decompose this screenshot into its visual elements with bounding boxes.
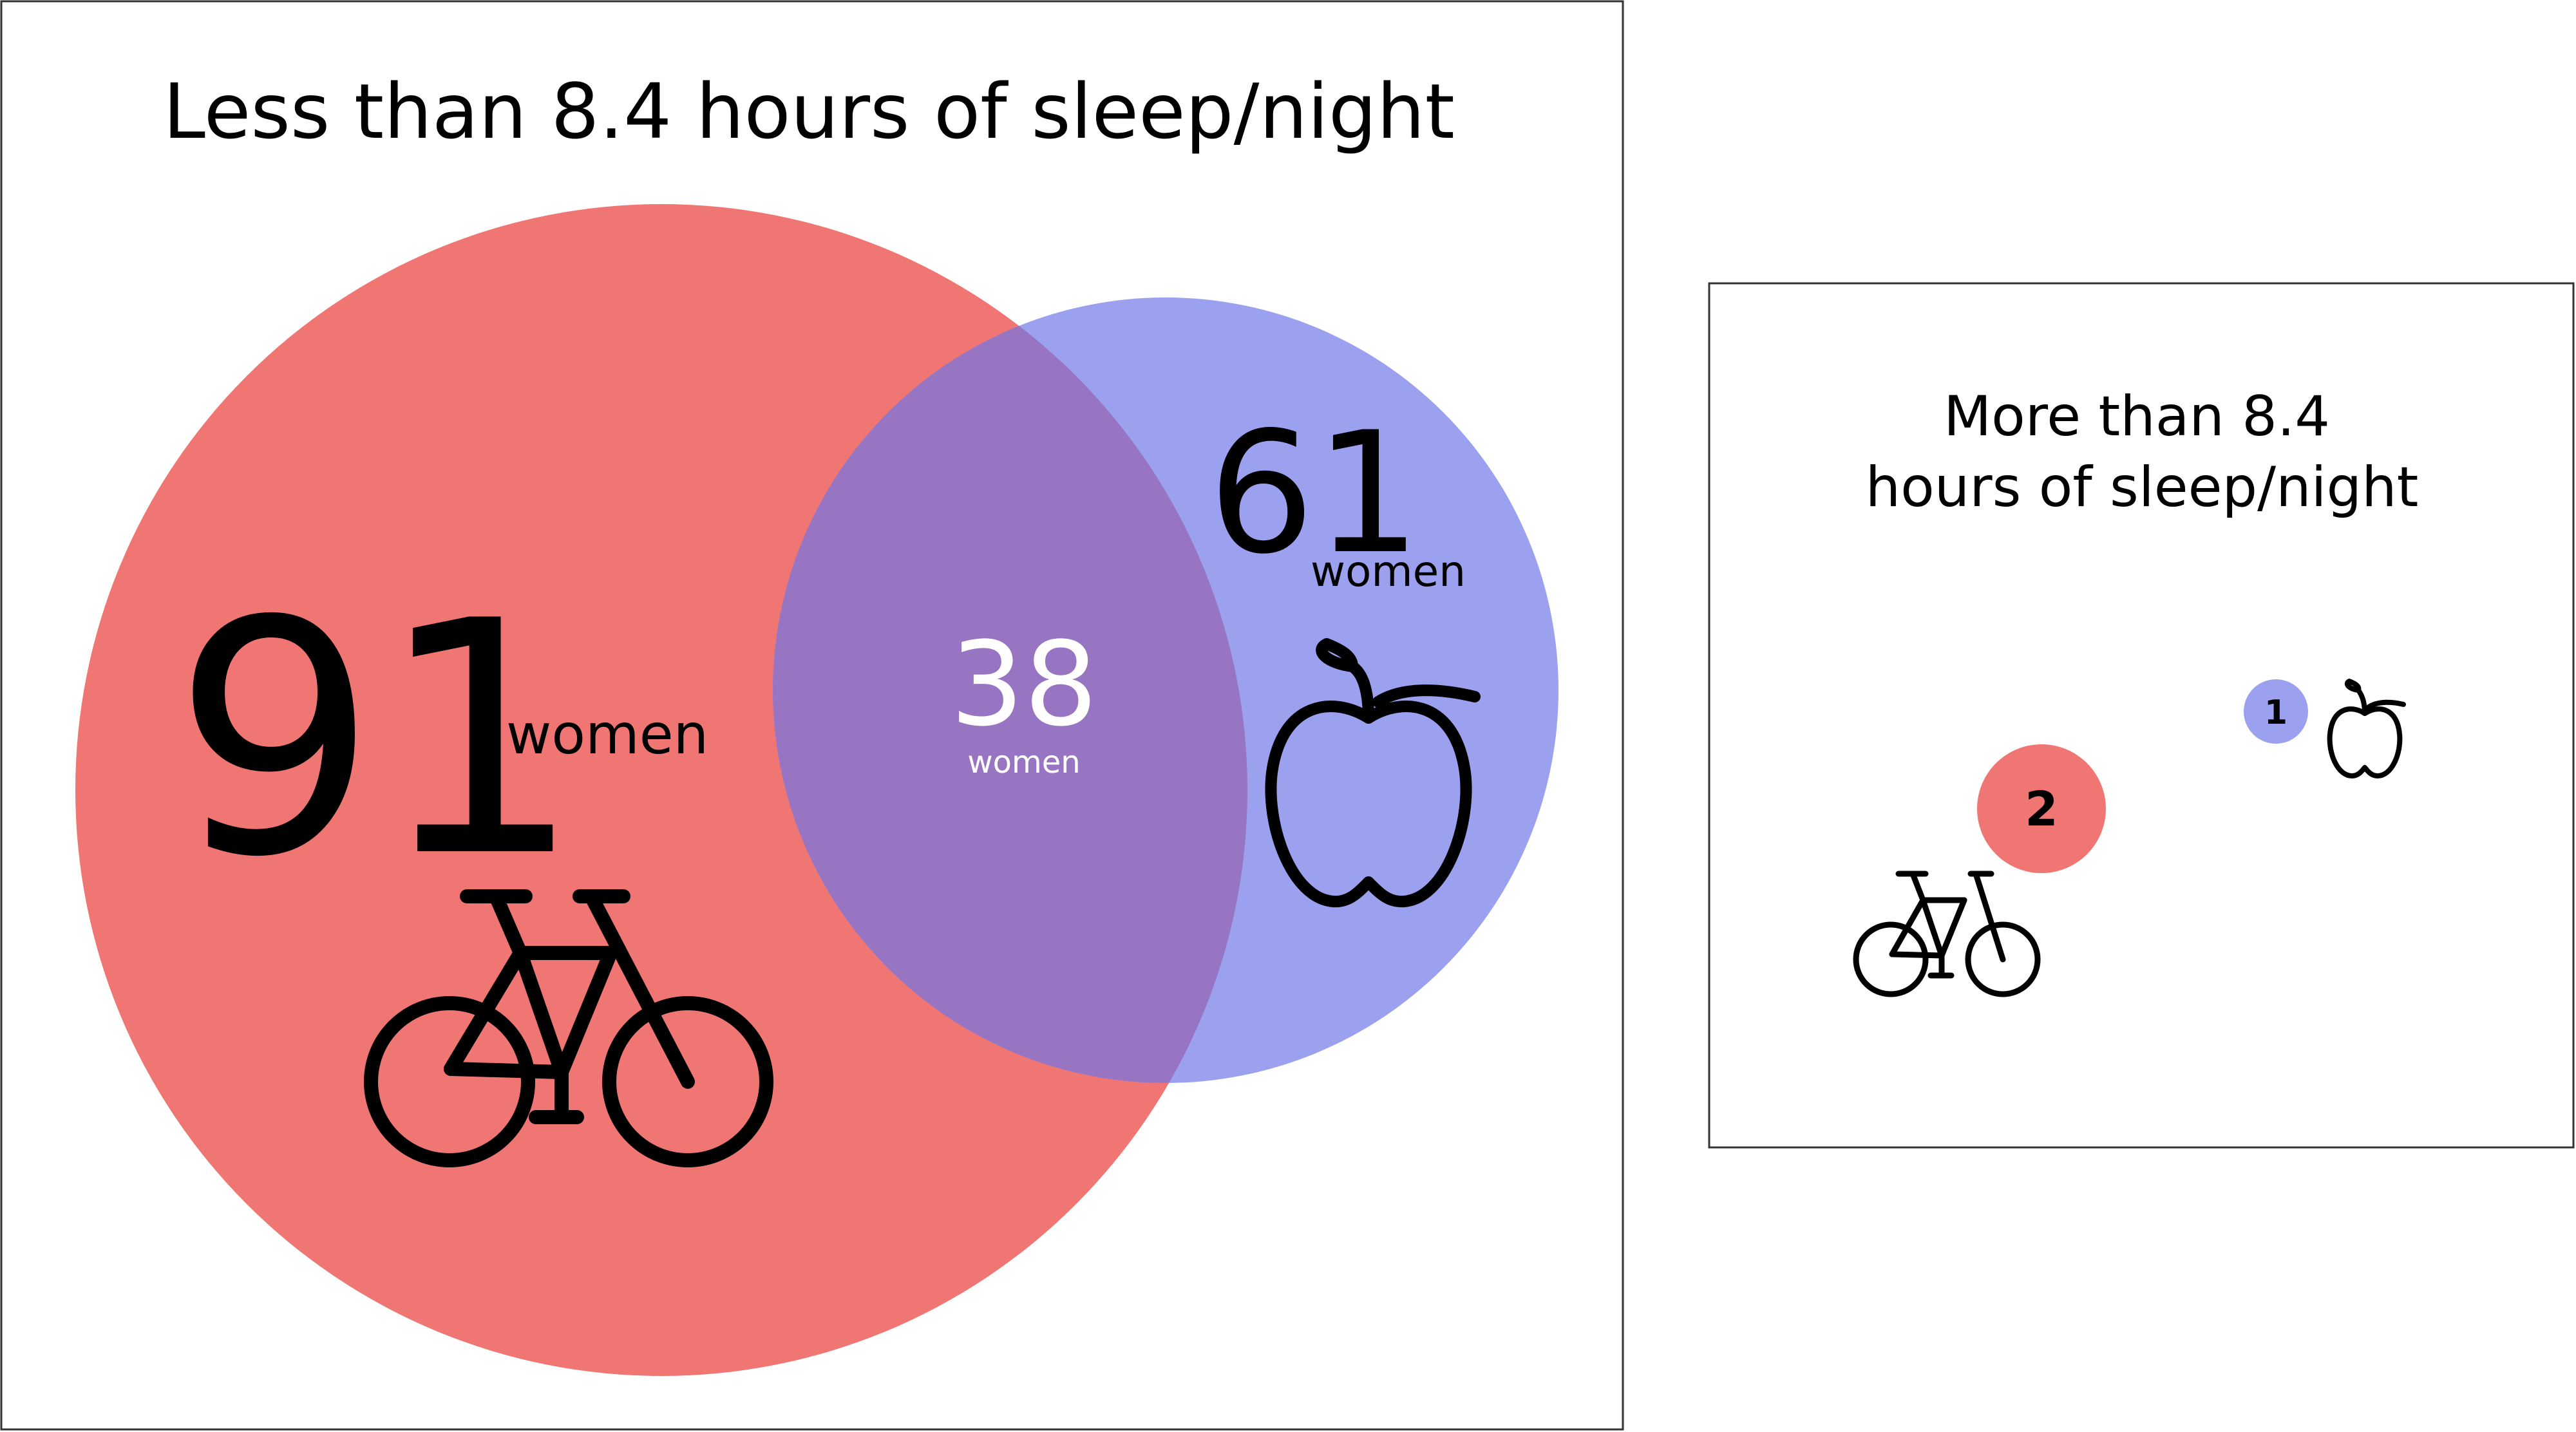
left-panel: Less than 8.4 hours of sleep/night 91 wo… <box>0 0 1624 1431</box>
apple-icon <box>1265 638 1481 908</box>
bicycle-icon <box>364 889 773 1167</box>
bike-only-unit: women <box>506 702 708 767</box>
both-unit: women <box>967 744 1080 780</box>
bike-count: 2 <box>2025 782 2058 837</box>
overlap-region <box>773 297 1247 1083</box>
right-panel-title-line2: hours of sleep/night <box>1866 455 2419 520</box>
left-panel-title: Less than 8.4 hours of sleep/night <box>163 67 1455 156</box>
right-panel-title-line1: More than 8.4 <box>1944 384 2330 449</box>
bike-count-circle <box>1977 744 2106 873</box>
right-panel: More than 8.4 hours of sleep/night 2 1 <box>1708 282 2575 1149</box>
apple-only-count: 61 <box>1208 397 1421 591</box>
bike-only-count: 91 <box>173 552 582 927</box>
small-bicycle-icon <box>1853 871 2041 997</box>
apple-count-circle <box>2244 679 2308 744</box>
small-apple-icon <box>2327 679 2406 778</box>
right-panel-border <box>1708 282 2575 1149</box>
apple-count: 1 <box>2264 693 2287 732</box>
apple-only-unit: women <box>1311 547 1466 596</box>
both-count: 38 <box>950 617 1097 752</box>
